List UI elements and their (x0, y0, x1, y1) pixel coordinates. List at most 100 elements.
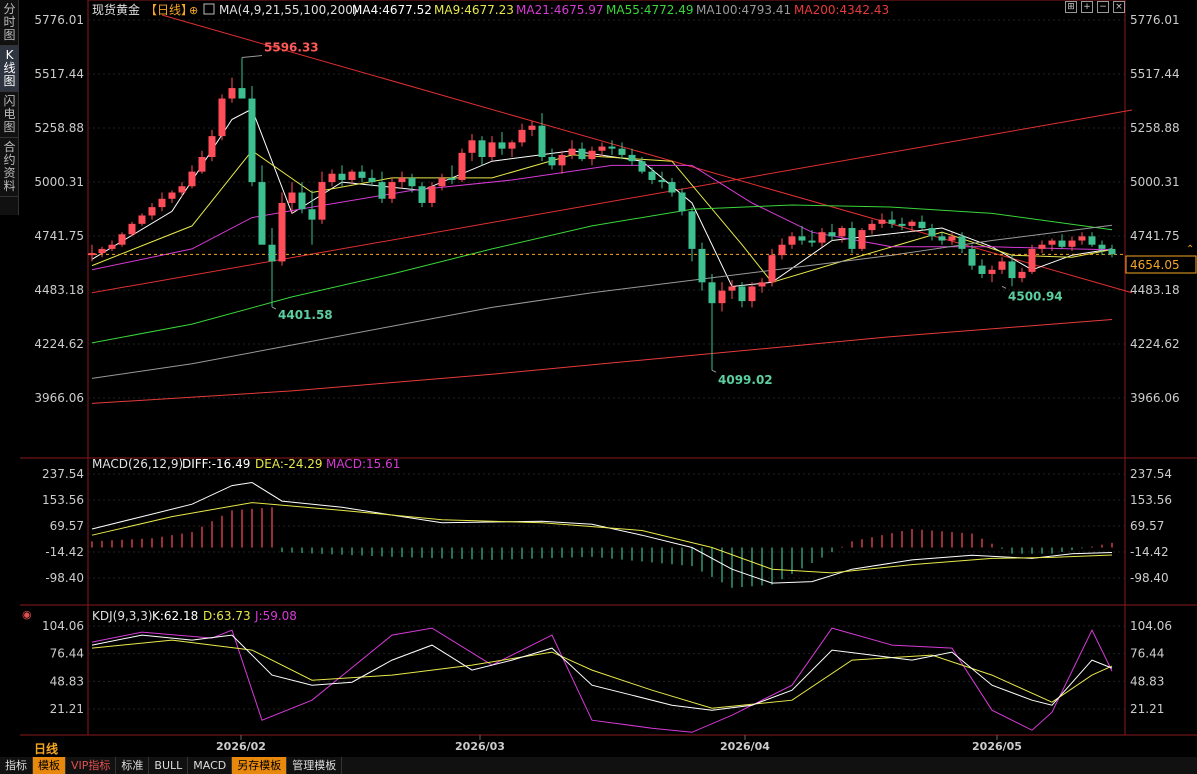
candle-body (698, 248, 706, 283)
candle-body (688, 211, 696, 249)
candle-body (898, 223, 906, 226)
candle-body (518, 129, 526, 143)
candle-body (788, 236, 796, 245)
fullscreen-icon[interactable]: ⊞ (1065, 1, 1077, 13)
macd-ytick-left-3: -14.42 (45, 545, 84, 559)
legend-ma200: MA200:4342.43 (794, 3, 889, 17)
kdj-k-line (91, 634, 1113, 711)
price-annotations: 5596.33 4401.58 4099.02 4500.94 (241, 41, 1063, 387)
candle-body (268, 244, 276, 262)
grid-lines (88, 19, 1125, 710)
ma-settings-icon[interactable] (203, 3, 215, 15)
candle-body (878, 219, 886, 224)
candle-body (298, 192, 306, 210)
candle-body (158, 198, 166, 208)
candle-body (668, 182, 676, 193)
tab-timeshare[interactable]: 分时图 (0, 0, 19, 46)
candle-body (418, 186, 426, 203)
candle-body (288, 192, 296, 203)
candle-body (498, 142, 506, 149)
kdj-ytick-left-0: 104.06 (42, 619, 84, 633)
candle-body (258, 182, 266, 245)
candle-body (1058, 240, 1066, 247)
macd-ytick-right-4: -98.40 (1130, 571, 1169, 585)
candle-body (338, 173, 346, 180)
tab-save-template[interactable]: 另存模板 (232, 757, 288, 774)
legend-symbol: 现货黄金 (92, 2, 140, 17)
candle-body (738, 286, 746, 302)
candle-body (148, 207, 156, 216)
chart-area[interactable]: 5776.01 5776.01 5517.44 5517.44 5258.88 5258.… (0, 0, 1197, 757)
main-ytick-left-3: 5000.31 (34, 175, 84, 189)
zoom-in-icon[interactable]: + (1081, 1, 1093, 13)
add-indicator-icon[interactable]: ⊕ (189, 4, 198, 17)
annotation-label: 5596.33 (264, 41, 319, 55)
candle-body (508, 142, 516, 149)
candle-body (768, 255, 776, 283)
tab-vip-indicators[interactable]: VIP指标 (66, 757, 117, 774)
side-tab-bar: 分时图 K线图 闪电图 合约资料 (0, 0, 19, 215)
main-ytick-right-5: 4483.18 (1130, 283, 1180, 297)
scroll-up-icon[interactable]: ⌃ (1186, 244, 1194, 255)
macd-diff-label: DIFF:-16.49 (182, 457, 250, 471)
trendline-1 (91, 109, 1133, 294)
tab-templates[interactable]: 模板 (33, 757, 66, 774)
tab-manage-templates[interactable]: 管理模板 (287, 757, 343, 774)
candle-body (548, 157, 556, 166)
tab-kline[interactable]: K线图 (0, 46, 19, 92)
annotation-label: 4500.94 (1008, 289, 1063, 303)
macd-dea-line (91, 502, 1113, 574)
kdj-ytick-right-2: 48.83 (1130, 674, 1164, 688)
candle-body (798, 236, 806, 241)
candle-body (598, 146, 606, 151)
bottom-tab-bar: 指标 模板 VIP指标 标准 BULL MACD 另存模板 管理模板 (0, 757, 1197, 774)
candle-body (438, 177, 446, 187)
candle-body (728, 286, 736, 291)
ma4-line (91, 108, 1113, 288)
candle-body (398, 177, 406, 183)
tab-contract-info[interactable]: 合约资料 (0, 138, 19, 197)
kdj-ytick-left-2: 48.83 (50, 674, 84, 688)
main-ytick-left-6: 4224.62 (34, 337, 84, 351)
macd-ytick-right-1: 153.56 (1130, 493, 1172, 507)
main-ytick-left-4: 4741.75 (34, 229, 84, 243)
ma200-line (91, 319, 1113, 404)
kdj-d-line (91, 639, 1113, 709)
macd-panel (91, 481, 1113, 588)
tab-standard[interactable]: 标准 (116, 757, 150, 774)
tab-lightning[interactable]: 闪电图 (0, 92, 19, 138)
macd-dea-label: DEA:-24.29 (255, 457, 323, 471)
candle-body (138, 215, 146, 224)
main-ytick-left-0: 5776.01 (34, 13, 84, 27)
candle-body (808, 240, 816, 243)
candle-body (888, 219, 896, 224)
tab-macd[interactable]: MACD (188, 757, 233, 774)
kdj-settings-icon[interactable]: ◉ (22, 608, 32, 621)
candle-body (638, 161, 646, 172)
candles (88, 57, 1116, 371)
candle-body (838, 228, 846, 237)
candle-body (318, 182, 326, 220)
candle-body (178, 186, 186, 193)
candle-body (128, 223, 136, 235)
candle-body (448, 177, 456, 180)
legend-period: 【日线】 (145, 3, 193, 17)
macd-title: MACD(26,12,9) (92, 457, 183, 471)
candle-body (978, 265, 986, 274)
candle-body (1048, 240, 1056, 245)
candle-body (468, 140, 476, 153)
candle-body (408, 177, 416, 187)
xtick-label-1: 2026/03 (455, 740, 505, 753)
xtick-label-2: 2026/04 (720, 740, 770, 753)
annotation-leader (271, 306, 277, 310)
candle-body (628, 154, 636, 162)
close-icon[interactable]: × (1113, 1, 1125, 13)
tab-indicators[interactable]: 指标 (0, 757, 33, 774)
candle-body (828, 232, 836, 237)
tab-bull[interactable]: BULL (149, 757, 189, 774)
zoom-out-icon[interactable]: − (1097, 1, 1109, 13)
period-selector[interactable]: 日线 (34, 742, 59, 756)
kdj-ytick-left-1: 76.44 (50, 647, 84, 661)
candle-body (328, 173, 336, 183)
annotation-leader (711, 369, 717, 373)
